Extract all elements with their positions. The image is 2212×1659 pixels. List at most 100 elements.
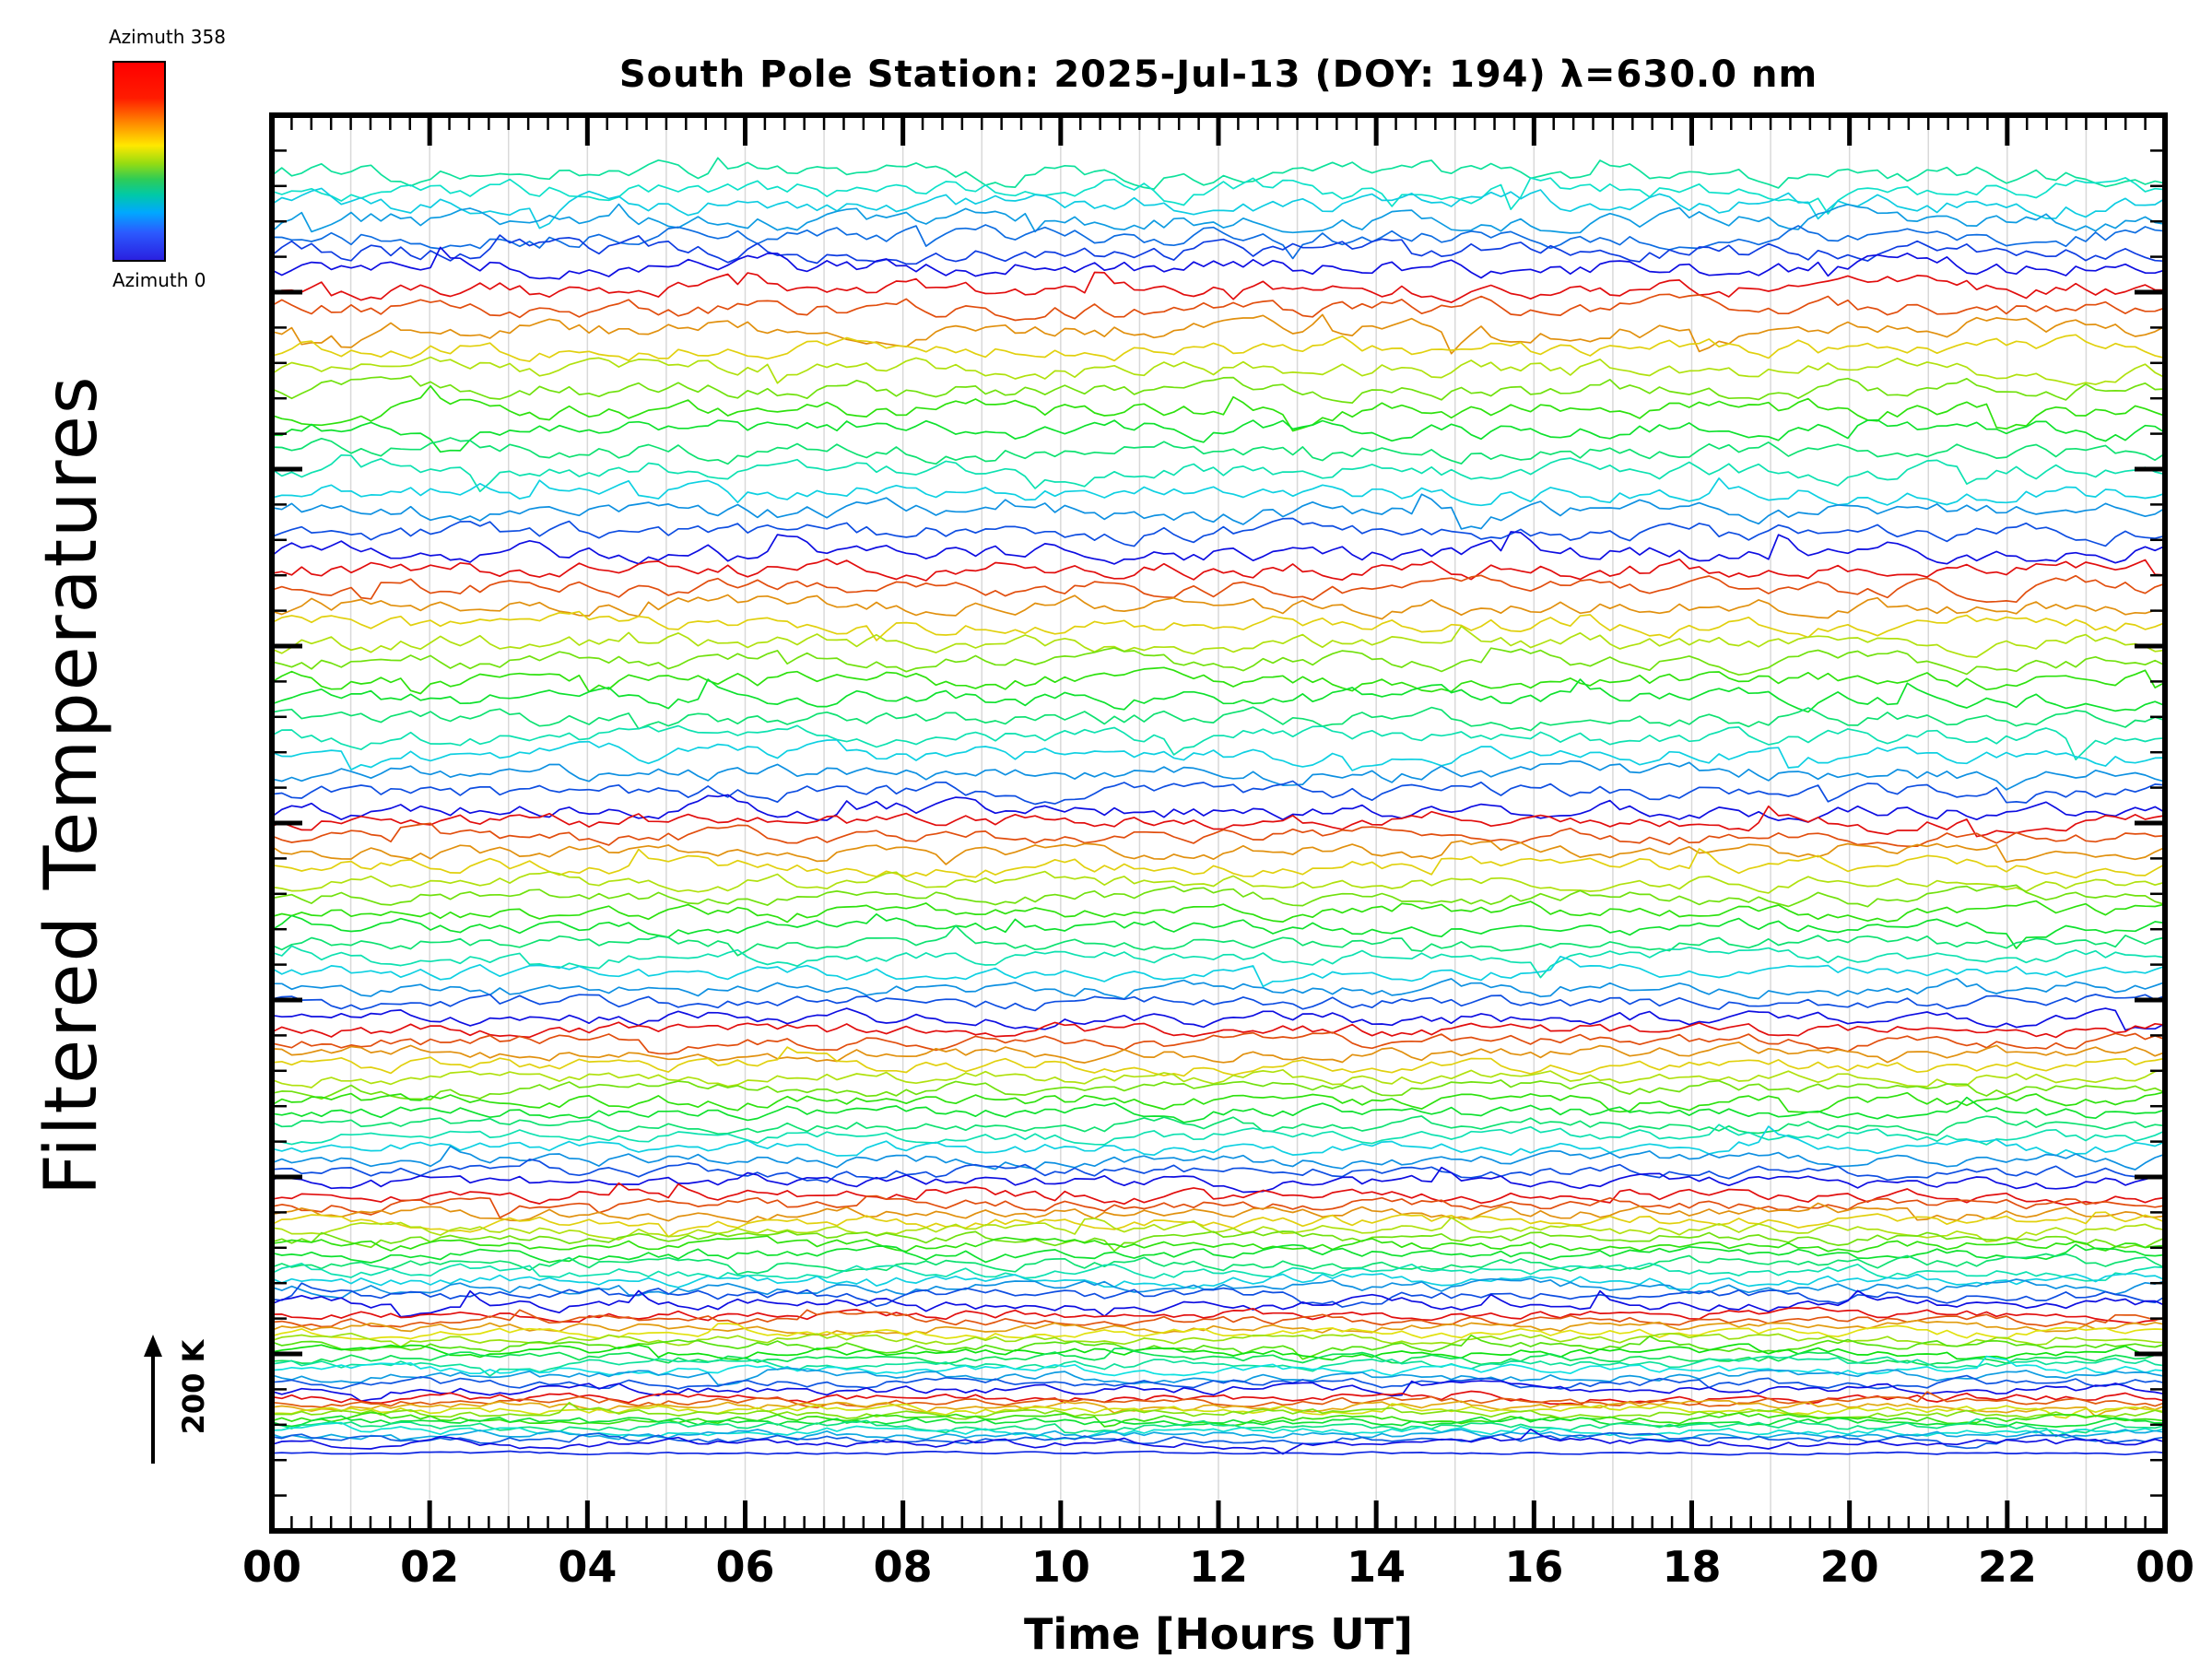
temperature-trace <box>272 1374 2165 1390</box>
temperature-trace <box>272 558 2165 582</box>
temperature-trace <box>272 334 2165 362</box>
temperature-trace <box>272 246 2165 280</box>
temperature-trace <box>272 437 2165 465</box>
temperature-trace <box>272 1194 2165 1218</box>
temperature-trace <box>272 1031 2165 1055</box>
temperature-trace <box>272 574 2165 604</box>
x-tick-label: 04 <box>558 1542 617 1592</box>
temperature-trace <box>272 706 2165 732</box>
scale-arrow-head <box>144 1335 162 1357</box>
colorbar-top-label: Azimuth 358 <box>109 26 226 48</box>
scale-bar-label: 200 K <box>176 1339 211 1435</box>
temperature-trace <box>272 1403 2165 1419</box>
temperature-trace <box>272 1235 2165 1253</box>
trace-group <box>272 157 2165 1456</box>
x-tick-label: 00 <box>2136 1542 2194 1592</box>
temperature-trace <box>272 1182 2165 1206</box>
temperature-trace <box>272 625 2165 658</box>
temperature-trace <box>272 1202 2165 1223</box>
temperature-trace <box>272 1390 2165 1406</box>
temperature-trace <box>272 1450 2165 1456</box>
temperature-trace <box>272 759 2165 791</box>
temperature-trace <box>272 1217 2165 1243</box>
temperature-trace <box>272 234 2165 265</box>
temperature-trace <box>272 794 2165 823</box>
temperature-trace <box>272 1347 2165 1366</box>
temperature-trace <box>272 1355 2165 1377</box>
temperature-trace <box>272 924 2165 957</box>
temperature-trace <box>272 848 2165 879</box>
temperature-trace <box>272 1332 2165 1348</box>
temperature-trace <box>272 805 2165 838</box>
temperature-trace <box>272 1355 2165 1377</box>
temperature-trace <box>272 955 2165 988</box>
temperature-trace <box>272 738 2165 771</box>
x-tick-label: 08 <box>874 1542 933 1592</box>
temperature-trace <box>272 1145 2165 1171</box>
temperature-trace <box>272 1319 2165 1336</box>
temperature-trace <box>272 1079 2165 1101</box>
x-axis-label: Time [Hours UT] <box>1024 1609 1413 1659</box>
temperature-trace <box>272 477 2165 507</box>
temperature-trace <box>272 945 2165 979</box>
temperature-trace <box>272 1243 2165 1264</box>
temperature-trace <box>272 1230 2165 1253</box>
temperature-trace <box>272 1007 2165 1031</box>
temperature-trace <box>272 1096 2165 1124</box>
temperature-trace <box>272 1343 2165 1361</box>
temperature-trace <box>272 1262 2165 1282</box>
temperature-trace <box>272 531 2165 565</box>
temperature-trace <box>272 356 2165 386</box>
temperature-trace <box>272 1289 2165 1318</box>
temperature-trace <box>272 912 2165 949</box>
temperature-trace <box>272 1334 2165 1360</box>
chart-title: South Pole Station: 2025-Jul-13 (DOY: 19… <box>618 53 1818 96</box>
temperature-trace <box>272 900 2165 924</box>
temperature-trace <box>272 1124 2165 1146</box>
temperature-trace <box>272 1115 2165 1136</box>
temperature-trace <box>272 271 2165 303</box>
colorbar-bottom-label: Azimuth 0 <box>112 269 206 291</box>
temperature-trace <box>272 517 2165 547</box>
temperature-trace <box>272 822 2165 848</box>
temperature-trace <box>272 418 2165 453</box>
temperature-trace <box>272 157 2165 190</box>
temperature-trace <box>272 1431 2165 1450</box>
temperature-trace <box>272 1323 2165 1340</box>
temperature-trace <box>272 678 2165 713</box>
x-tick-label: 20 <box>1820 1542 1879 1592</box>
temperature-trace <box>272 870 2165 894</box>
temperature-trace <box>272 177 2165 215</box>
temperature-trace <box>272 884 2165 908</box>
temperature-trace <box>272 1415 2165 1429</box>
temperature-trace <box>272 610 2165 641</box>
x-tick-label: 02 <box>400 1542 459 1592</box>
temperature-trace <box>272 375 2165 404</box>
temperature-trace <box>272 1211 2165 1238</box>
temperature-trace <box>272 594 2165 620</box>
temperature-trace <box>272 977 2165 1000</box>
temperature-trace <box>272 724 2165 761</box>
temperature-trace <box>272 840 2165 865</box>
temperature-trace <box>272 647 2165 677</box>
x-tick-label: 10 <box>1031 1542 1090 1592</box>
temperature-trace <box>272 1418 2165 1438</box>
temperature-trace <box>272 224 2165 260</box>
temperature-trace <box>272 453 2165 493</box>
temperature-trace <box>272 780 2165 806</box>
temperature-trace <box>272 1380 2165 1403</box>
temperature-trace <box>272 1272 2165 1291</box>
temperature-trace <box>272 1429 2165 1441</box>
temperature-trace <box>272 313 2165 355</box>
temperature-trace <box>272 293 2165 322</box>
temperature-trace <box>272 1253 2165 1276</box>
temperature-trace <box>272 1391 2165 1409</box>
plot-frame <box>269 112 2168 1534</box>
temperature-trace <box>272 384 2165 432</box>
temperature-trace <box>272 666 2165 695</box>
temperature-trace <box>272 1021 2165 1039</box>
x-tick-label: 00 <box>242 1542 301 1592</box>
temperature-trace <box>272 994 2165 1012</box>
x-tick-label: 16 <box>1504 1542 1563 1592</box>
